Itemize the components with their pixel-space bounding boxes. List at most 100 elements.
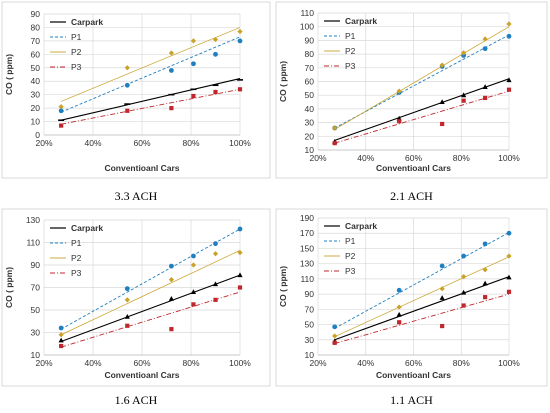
data-point bbox=[169, 68, 174, 73]
y-tick-label: 70 bbox=[31, 36, 41, 46]
data-point bbox=[461, 274, 467, 280]
data-point bbox=[396, 88, 402, 94]
data-point bbox=[213, 89, 218, 95]
data-point bbox=[461, 289, 467, 295]
data-point bbox=[58, 325, 64, 331]
data-point bbox=[439, 62, 445, 68]
trendline bbox=[334, 293, 510, 345]
data-point bbox=[332, 333, 338, 339]
trendline bbox=[334, 232, 510, 329]
data-point bbox=[125, 323, 130, 328]
panel-title: 1.1 ACH bbox=[390, 393, 433, 407]
series-p2: P2 bbox=[50, 250, 243, 338]
data-point bbox=[482, 267, 488, 273]
data-point bbox=[439, 286, 445, 292]
y-tick-label: 40 bbox=[31, 76, 41, 86]
data-point bbox=[191, 302, 196, 307]
legend-label: Carpark bbox=[71, 223, 103, 233]
panel-title: 3.3 ACH bbox=[115, 189, 158, 203]
legend-label: P3 bbox=[345, 266, 356, 276]
data-point bbox=[396, 287, 402, 293]
data-point bbox=[396, 304, 402, 310]
data-point bbox=[439, 99, 445, 105]
data-point bbox=[191, 93, 196, 99]
legend-label: P2 bbox=[71, 253, 82, 263]
x-tick-label: 20% bbox=[35, 358, 52, 368]
data-point bbox=[506, 274, 512, 280]
x-tick-label: 100% bbox=[229, 138, 251, 148]
y-tick-label: 110 bbox=[26, 238, 40, 248]
chart-frame bbox=[1, 1, 271, 179]
x-axis-label: Conventioanl Cars bbox=[104, 163, 179, 173]
y-tick-label: 80 bbox=[305, 49, 315, 59]
y-tick-label: 110 bbox=[300, 274, 314, 284]
y-tick-label: 90 bbox=[305, 289, 315, 299]
y-tick-label: 100 bbox=[300, 22, 314, 32]
data-point bbox=[212, 281, 219, 287]
y-tick-label: 10 bbox=[31, 117, 41, 127]
data-point bbox=[440, 121, 445, 127]
data-point bbox=[506, 21, 512, 27]
data-point bbox=[213, 241, 218, 247]
data-point bbox=[213, 297, 218, 302]
data-point bbox=[169, 327, 174, 332]
trendline bbox=[61, 291, 241, 348]
x-tick-label: 60% bbox=[405, 153, 422, 163]
data-point bbox=[124, 286, 130, 292]
data-point bbox=[212, 36, 219, 43]
data-point bbox=[168, 277, 174, 283]
data-point bbox=[168, 50, 174, 56]
x-tick-label: 40% bbox=[84, 138, 101, 148]
data-point bbox=[59, 343, 64, 349]
series-p2: P2 bbox=[324, 251, 512, 339]
x-tick-label: 100% bbox=[498, 358, 520, 368]
x-axis-label: Conventioanl Cars bbox=[104, 370, 179, 380]
series-p3: P3 bbox=[324, 61, 512, 146]
data-point bbox=[190, 289, 197, 294]
data-point bbox=[332, 340, 337, 345]
legend-label: P2 bbox=[345, 46, 356, 56]
y-tick-label: 30 bbox=[305, 335, 315, 345]
x-tick-label: 100% bbox=[498, 153, 520, 163]
legend-label: Carpark bbox=[345, 16, 377, 26]
x-tick-label: 60% bbox=[133, 358, 150, 368]
data-point bbox=[332, 125, 338, 131]
legend-label: P2 bbox=[71, 47, 82, 57]
y-tick-label: 10 bbox=[305, 350, 315, 360]
y-tick-label: 130 bbox=[26, 215, 40, 225]
panel-title: 2.1 ACH bbox=[390, 189, 433, 203]
data-point bbox=[332, 141, 337, 146]
y-tick-label: 20 bbox=[305, 131, 315, 141]
data-point bbox=[461, 98, 466, 103]
trendline bbox=[334, 78, 510, 141]
trendline bbox=[334, 26, 510, 130]
data-point bbox=[483, 95, 488, 101]
data-point bbox=[191, 61, 196, 67]
series-p2: P2 bbox=[324, 21, 512, 131]
data-point bbox=[58, 332, 64, 338]
x-tick-label: 100% bbox=[229, 358, 251, 368]
y-tick-label: 150 bbox=[300, 243, 314, 253]
data-point bbox=[332, 324, 338, 330]
y-tick-label: 90 bbox=[31, 9, 41, 19]
legend-label: Carpark bbox=[345, 221, 377, 231]
data-point bbox=[506, 230, 512, 236]
data-point bbox=[237, 28, 243, 35]
data-point bbox=[461, 50, 467, 56]
data-point bbox=[461, 253, 467, 259]
y-tick-label: 90 bbox=[31, 260, 41, 270]
trendline bbox=[61, 88, 241, 125]
y-tick-label: 90 bbox=[305, 35, 315, 45]
x-axis-label: Conventioanl Cars bbox=[376, 370, 451, 380]
data-point bbox=[237, 285, 243, 290]
chart-panel-2: 10 20 30 40 50 60 70 80 90 100 110 20% 40% 60% 80% 100%… bbox=[275, 1, 548, 203]
data-point bbox=[482, 46, 488, 52]
data-point bbox=[58, 104, 64, 110]
series-p1: P1 bbox=[50, 32, 243, 114]
y-tick-label: 30 bbox=[31, 90, 41, 100]
legend-label: P1 bbox=[71, 32, 82, 42]
y-tick-label: 50 bbox=[31, 63, 41, 73]
x-tick-label: 20% bbox=[35, 138, 52, 148]
data-point bbox=[506, 253, 512, 259]
y-axis-label: CO ( ppm) bbox=[278, 61, 288, 102]
